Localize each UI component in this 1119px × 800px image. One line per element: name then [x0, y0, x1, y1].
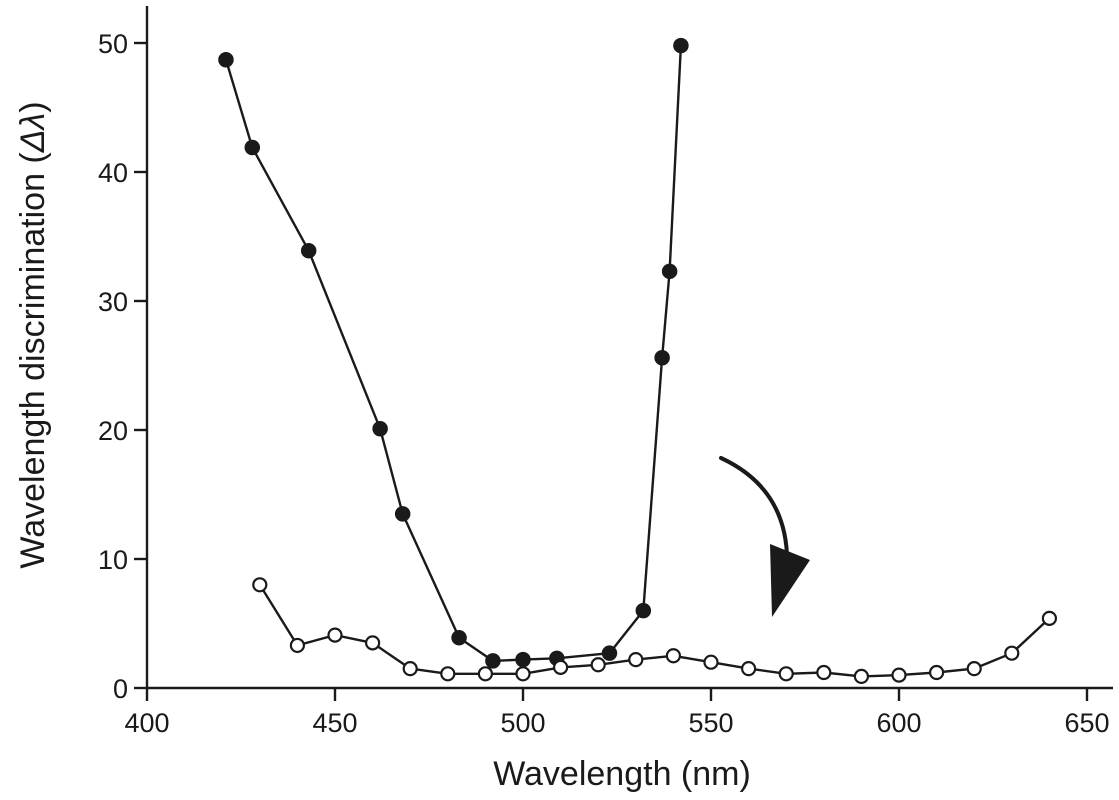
data-point-open: [252, 577, 268, 593]
x-tick-label: 550: [688, 708, 733, 738]
data-point-filled: [300, 242, 317, 259]
y-axis-title-suffix: ): [14, 101, 52, 112]
x-axis-title: Wavelength (nm): [493, 755, 751, 793]
series: [218, 37, 1058, 684]
series-filled-circles: [218, 37, 689, 669]
data-point-open: [1041, 610, 1058, 626]
data-point-filled: [394, 506, 411, 522]
data-point-filled: [635, 602, 652, 619]
y-tick-label: 20: [98, 416, 128, 446]
data-point-open: [628, 652, 644, 668]
series-line-filled: [224, 45, 683, 663]
data-point-open: [1004, 645, 1020, 661]
y-tick-label: 10: [98, 545, 128, 575]
axes: [145, 6, 1113, 690]
data-point-open: [816, 664, 832, 681]
data-point-filled: [244, 139, 261, 156]
data-point-open: [365, 635, 381, 651]
x-tick-label: 600: [876, 708, 921, 738]
series-line-open: [258, 584, 1051, 678]
data-point-open: [289, 637, 305, 654]
curved-arrow-annotation: [719, 456, 810, 617]
data-point-filled: [673, 37, 689, 54]
data-point-filled: [661, 263, 678, 280]
data-point-filled: [485, 653, 501, 669]
y-tick-label: 0: [113, 674, 128, 704]
x-tick-label: 500: [500, 708, 545, 738]
data-point-open: [477, 666, 493, 682]
data-point-open: [590, 657, 606, 673]
data-point-open: [740, 661, 757, 677]
data-point-open: [703, 654, 719, 670]
data-point-open: [440, 666, 456, 682]
data-point-filled: [601, 645, 618, 661]
series-open-circles: [252, 577, 1058, 684]
y-axis-title-symbol: Δλ: [14, 113, 52, 154]
data-point-filled: [515, 651, 531, 668]
data-point-open: [891, 667, 907, 683]
ticks: 400 450 500 550 600 650 0 10 20 30 40 50: [98, 29, 1110, 738]
y-axis-title-prefix: Wavelength discrimination (: [14, 152, 52, 569]
data-point-open: [515, 666, 531, 682]
x-tick-label: 650: [1064, 708, 1109, 738]
x-tick-label: 450: [312, 708, 357, 738]
arrow-head: [770, 544, 810, 617]
data-point-filled: [218, 52, 234, 68]
y-axis-title: Wavelength discrimination (Δλ): [14, 101, 52, 568]
data-point-open: [665, 648, 682, 664]
data-point-open: [778, 666, 794, 682]
data-point-open: [327, 627, 343, 643]
y-tick-label: 30: [98, 287, 128, 317]
y-tick-label: 40: [98, 158, 128, 188]
data-point-filled: [451, 629, 467, 646]
data-point-filled: [654, 350, 670, 366]
data-point-open: [928, 664, 945, 681]
data-point-open: [402, 661, 418, 677]
data-point-filled: [372, 420, 388, 437]
x-tick-label: 400: [124, 708, 169, 738]
y-tick-label: 50: [98, 29, 128, 59]
data-point-open: [966, 661, 982, 677]
data-point-open: [853, 668, 870, 684]
data-point-open: [552, 659, 569, 675]
